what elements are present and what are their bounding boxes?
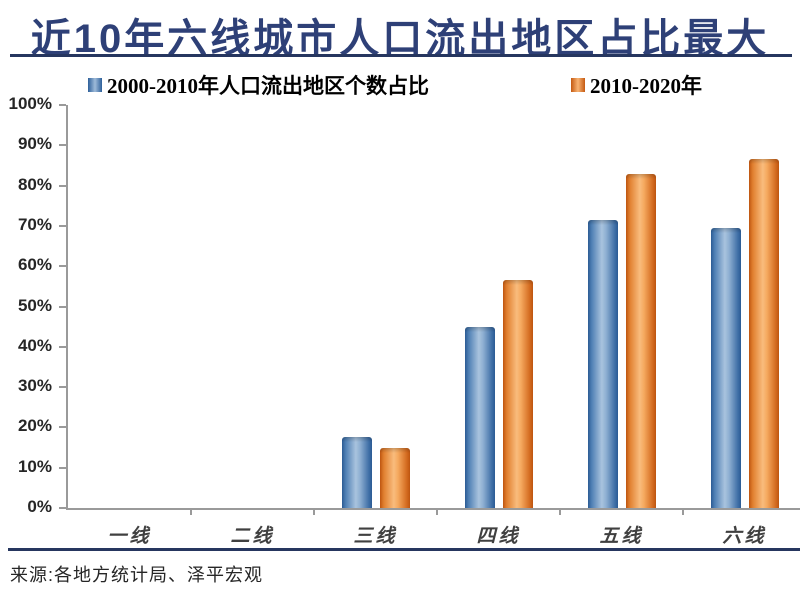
legend-label-2000-2010: 2000-2010年人口流出地区个数占比 [107, 74, 429, 98]
y-tick-label: 60% [17, 255, 52, 275]
x-axis-line [66, 508, 800, 510]
legend-swatch-blue-icon [88, 78, 102, 92]
x-tick-mark [313, 508, 315, 515]
bar-2000-2010 [464, 326, 495, 508]
y-tick-mark [59, 265, 66, 268]
bar-2000-2010 [710, 227, 741, 508]
x-tick-mark [190, 508, 192, 515]
bar-group [191, 105, 314, 508]
bar-group [560, 105, 683, 508]
legend-item-2000-2010: 2000-2010年人口流出地区个数占比 [88, 70, 429, 100]
y-tick-mark [59, 507, 66, 509]
y-tick-label: 40% [17, 335, 52, 355]
bar-group [68, 105, 191, 508]
y-tick-label: 100% [8, 94, 52, 113]
y-tick-label: 50% [17, 295, 52, 315]
y-tick-label: 30% [17, 376, 52, 396]
bar-2010-2020 [502, 280, 533, 508]
title-divider [10, 54, 792, 57]
bar-group [437, 105, 560, 508]
x-tick-mark [559, 508, 561, 515]
y-tick-mark [59, 184, 66, 187]
y-tick-label: 80% [17, 174, 52, 194]
legend-label-2010-2020: 2010-2020年 [590, 74, 702, 98]
x-tick-label: 五线 [599, 526, 644, 547]
bar-2010-2020 [379, 447, 410, 508]
y-tick-label: 70% [17, 214, 52, 234]
bar-group [314, 105, 437, 508]
plot-area: 100% 90% 80% 70% 60% 50% 40% 30% 20% 10% 0% 一线 二线 三线 四… [9, 94, 800, 547]
x-tick-label: 二线 [230, 526, 275, 547]
y-tick-mark [59, 345, 66, 348]
y-tick-mark [59, 426, 66, 429]
legend-swatch-orange-icon [571, 78, 585, 92]
y-tick-mark [59, 104, 66, 106]
bar-2010-2020 [625, 173, 656, 508]
y-tick-mark [59, 224, 66, 227]
x-tick-label: 三线 [353, 526, 398, 547]
bar-2000-2010 [587, 219, 618, 508]
y-tick-label: 10% [17, 456, 52, 476]
x-tick-label: 一线 [107, 526, 152, 547]
y-tick-mark [59, 144, 66, 147]
x-tick-label: 六线 [722, 526, 767, 547]
x-tick-mark [682, 508, 684, 515]
y-tick-mark [59, 386, 66, 389]
y-tick-label: 90% [17, 134, 52, 154]
x-tick-label: 四线 [476, 526, 521, 547]
footer-divider [8, 548, 800, 551]
y-axis-line [66, 105, 68, 510]
x-tick-mark [436, 508, 438, 515]
bar-group [683, 105, 800, 508]
y-tick-mark [59, 305, 66, 308]
legend: 2000-2010年人口流出地区个数占比 2010-2020年 [0, 70, 800, 98]
bar-2000-2010 [341, 437, 372, 508]
y-tick-label: 0% [27, 497, 52, 516]
bar-2010-2020 [748, 159, 779, 508]
source-note: 来源:各地方统计局、泽平宏观 [10, 565, 263, 585]
y-tick-mark [59, 466, 66, 469]
legend-item-2010-2020: 2010-2020年 [571, 70, 702, 100]
chart-title: 近10年六线城市人口流出地区占比最大 [30, 17, 770, 61]
y-tick-label: 20% [17, 416, 52, 436]
